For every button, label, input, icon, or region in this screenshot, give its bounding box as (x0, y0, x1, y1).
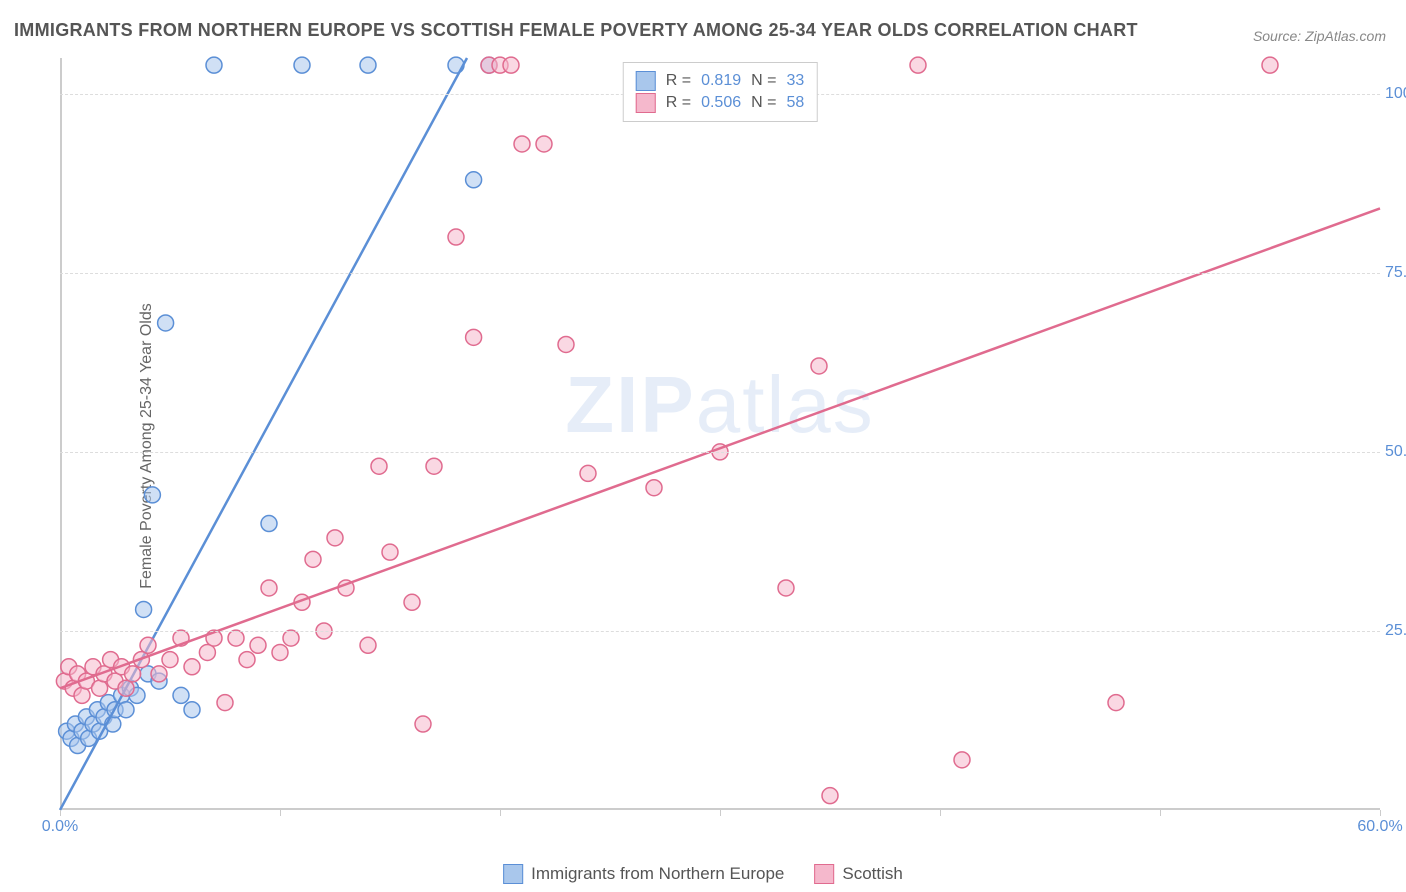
legend-stats-row-1: R = 0.506 N = 58 (636, 93, 805, 113)
data-point (118, 680, 134, 696)
data-point (778, 580, 794, 596)
data-point (92, 680, 108, 696)
legend-stats: R = 0.819 N = 33 R = 0.506 N = 58 (623, 62, 818, 122)
data-point (448, 57, 464, 73)
y-tick-label: 75.0% (1385, 264, 1406, 282)
data-point (118, 702, 134, 718)
data-point (250, 637, 266, 653)
data-point (954, 752, 970, 768)
grid-line-h (60, 631, 1380, 632)
data-point (217, 695, 233, 711)
legend-label-0: Immigrants from Northern Europe (531, 864, 784, 884)
data-point (822, 788, 838, 804)
data-point (536, 136, 552, 152)
x-tick-mark (280, 810, 281, 816)
legend-item-0: Immigrants from Northern Europe (503, 864, 784, 884)
data-point (272, 644, 288, 660)
legend-swatch-pink (636, 93, 656, 113)
data-point (558, 336, 574, 352)
legend-swatch-pink (814, 864, 834, 884)
data-point (144, 487, 160, 503)
data-point (294, 57, 310, 73)
data-point (136, 601, 152, 617)
data-point (426, 458, 442, 474)
n-value-1: 58 (786, 94, 804, 112)
data-point (125, 666, 141, 682)
plot-area: ZIPatlas R = 0.819 N = 33 R = 0.506 N = … (60, 58, 1380, 828)
data-point (283, 630, 299, 646)
data-point (811, 358, 827, 374)
r-value-1: 0.506 (701, 94, 741, 112)
x-tick-mark (940, 810, 941, 816)
x-tick-mark (500, 810, 501, 816)
data-point (184, 702, 200, 718)
legend-bottom: Immigrants from Northern Europe Scottish (503, 864, 903, 884)
data-point (239, 652, 255, 668)
data-point (646, 480, 662, 496)
data-point (206, 57, 222, 73)
data-point (158, 315, 174, 331)
data-point (404, 594, 420, 610)
grid-line-h (60, 273, 1380, 274)
data-point (360, 57, 376, 73)
legend-swatch-blue (636, 71, 656, 91)
data-point (173, 687, 189, 703)
data-point (580, 465, 596, 481)
data-point (910, 57, 926, 73)
r-label: R = (666, 72, 691, 90)
x-tick-label: 60.0% (1357, 818, 1402, 836)
r-label: R = (666, 94, 691, 112)
r-value-0: 0.819 (701, 72, 741, 90)
data-point (466, 329, 482, 345)
data-point (199, 644, 215, 660)
data-point (184, 659, 200, 675)
data-point (503, 57, 519, 73)
chart-title: IMMIGRANTS FROM NORTHERN EUROPE VS SCOTT… (14, 20, 1138, 41)
chart-container: IMMIGRANTS FROM NORTHERN EUROPE VS SCOTT… (0, 0, 1406, 892)
data-point (228, 630, 244, 646)
data-point (382, 544, 398, 560)
data-point (1262, 57, 1278, 73)
x-tick-label: 0.0% (42, 818, 78, 836)
data-point (514, 136, 530, 152)
data-point (466, 172, 482, 188)
y-tick-label: 100.0% (1385, 85, 1406, 103)
x-tick-mark (720, 810, 721, 816)
n-label: N = (751, 94, 776, 112)
grid-line-h (60, 452, 1380, 453)
data-point (448, 229, 464, 245)
y-tick-label: 25.0% (1385, 622, 1406, 640)
data-point (305, 551, 321, 567)
data-point (327, 530, 343, 546)
data-point (261, 580, 277, 596)
data-point (1108, 695, 1124, 711)
n-label: N = (751, 72, 776, 90)
x-tick-mark (1380, 810, 1381, 816)
trend-line (60, 58, 467, 810)
legend-label-1: Scottish (842, 864, 902, 884)
legend-item-1: Scottish (814, 864, 902, 884)
chart-svg (60, 58, 1380, 810)
legend-stats-row-0: R = 0.819 N = 33 (636, 71, 805, 91)
data-point (74, 687, 90, 703)
trend-line (60, 208, 1380, 688)
data-point (415, 716, 431, 732)
data-point (261, 516, 277, 532)
data-point (151, 666, 167, 682)
x-tick-mark (1160, 810, 1161, 816)
legend-swatch-blue (503, 864, 523, 884)
data-point (360, 637, 376, 653)
source-attribution: Source: ZipAtlas.com (1253, 28, 1386, 44)
data-point (162, 652, 178, 668)
data-point (140, 637, 156, 653)
x-tick-mark (60, 810, 61, 816)
n-value-0: 33 (786, 72, 804, 90)
data-point (371, 458, 387, 474)
y-tick-label: 50.0% (1385, 443, 1406, 461)
